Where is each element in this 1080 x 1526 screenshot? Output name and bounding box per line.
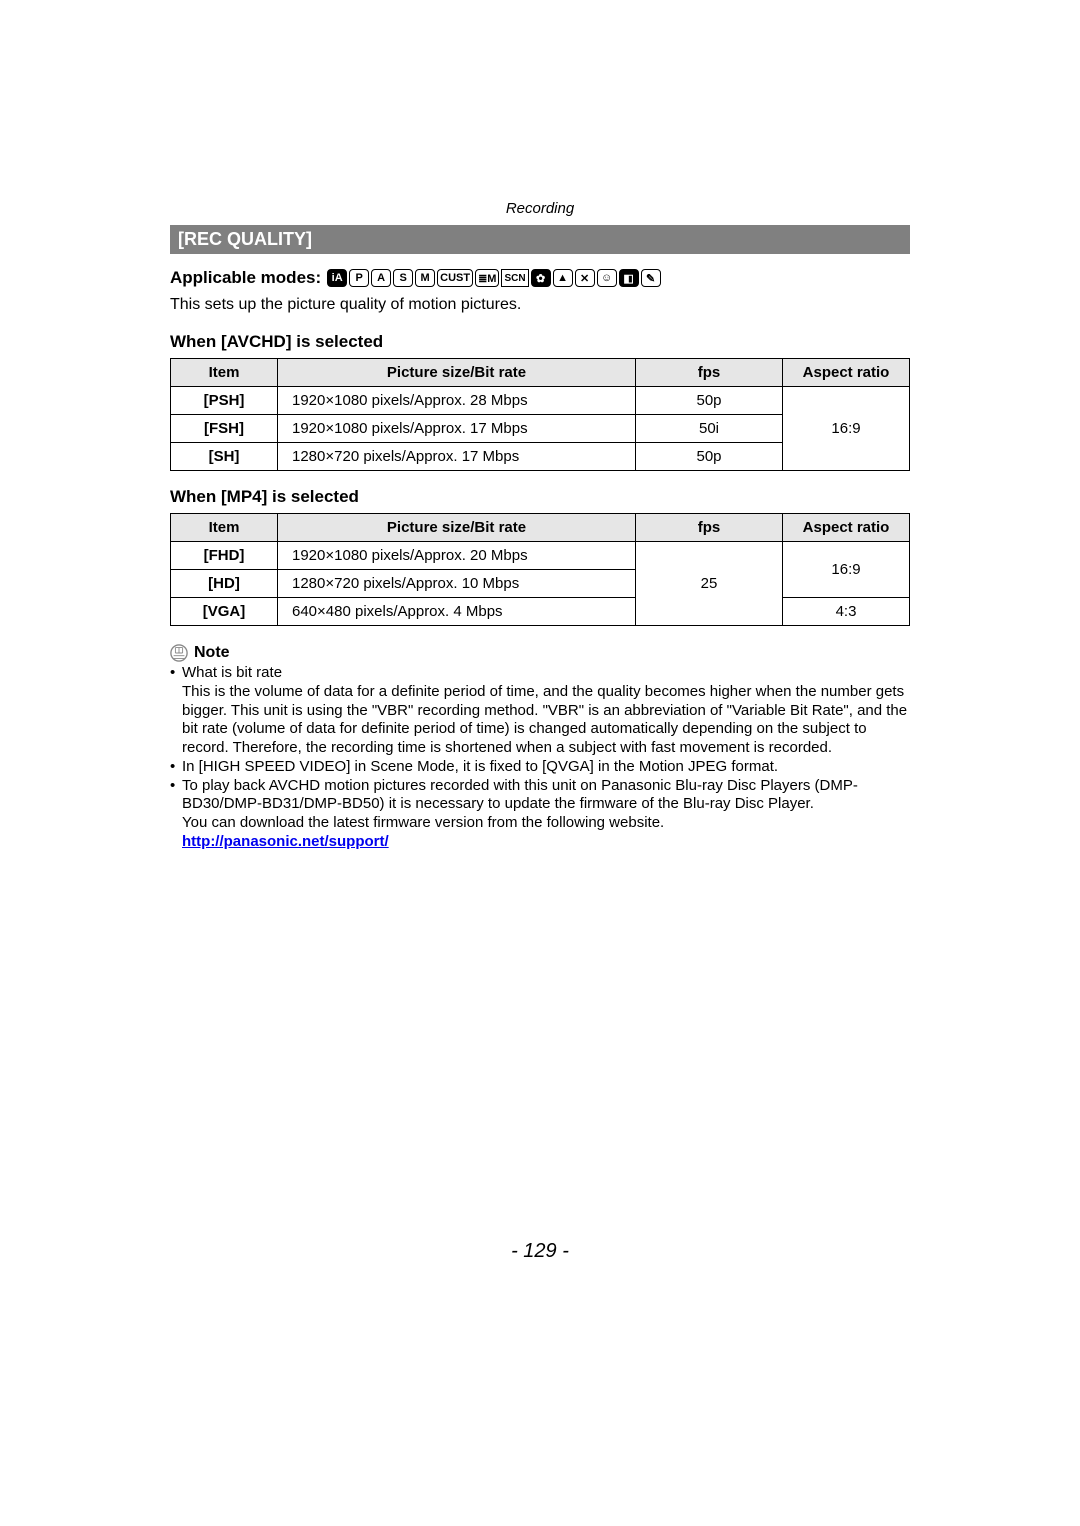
- mode-icon: ◧: [619, 269, 639, 287]
- applicable-modes-row: Applicable modes: iAPASMCUST≣MSCN✿▲✕☺◧✎: [170, 268, 910, 288]
- cell-fps: 50p: [636, 443, 783, 471]
- cell-item: [PSH]: [171, 387, 278, 415]
- mode-icon: ▲: [553, 269, 573, 287]
- avchd-heading: When [AVCHD] is selected: [170, 332, 910, 352]
- note-heading: Note: [170, 644, 910, 662]
- page-number: - 129 -: [0, 1240, 1080, 1263]
- mode-icon: M: [415, 269, 435, 287]
- col-aspect: Aspect ratio: [783, 514, 910, 542]
- cell-item: [VGA]: [171, 598, 278, 626]
- cell-pic: 1280×720 pixels/Approx. 17 Mbps: [278, 443, 636, 471]
- cell-item: [HD]: [171, 570, 278, 598]
- note-icon: [170, 644, 188, 662]
- note-label: Note: [194, 644, 230, 662]
- cell-pic: 1920×1080 pixels/Approx. 17 Mbps: [278, 415, 636, 443]
- note-bullet: To play back AVCHD motion pictures recor…: [170, 777, 910, 833]
- mode-icon: ✿: [531, 269, 551, 287]
- note-bullet: What is bit rate This is the volume of d…: [170, 664, 910, 758]
- mode-icon: S: [393, 269, 413, 287]
- bitrate-body: This is the volume of data for a definit…: [182, 683, 910, 758]
- col-item: Item: [171, 514, 278, 542]
- cell-pic: 1280×720 pixels/Approx. 10 Mbps: [278, 570, 636, 598]
- col-item: Item: [171, 359, 278, 387]
- cell-item: [SH]: [171, 443, 278, 471]
- col-aspect: Aspect ratio: [783, 359, 910, 387]
- mp4-table: Item Picture size/Bit rate fps Aspect ra…: [170, 513, 910, 626]
- cell-fps: 50i: [636, 415, 783, 443]
- cell-item: [FSH]: [171, 415, 278, 443]
- rec-quality-title: [REC QUALITY]: [170, 225, 910, 254]
- avchd-table: Item Picture size/Bit rate fps Aspect ra…: [170, 358, 910, 471]
- mode-icon: ☺: [597, 269, 617, 287]
- table-row: [PSH] 1920×1080 pixels/Approx. 28 Mbps 5…: [171, 387, 910, 415]
- cell-fps: 25: [636, 542, 783, 626]
- cell-item: [FHD]: [171, 542, 278, 570]
- note-bullet-text: What is bit rate: [182, 664, 282, 681]
- table-row: [VGA] 640×480 pixels/Approx. 4 Mbps 4:3: [171, 598, 910, 626]
- mode-icons-group: iAPASMCUST≣MSCN✿▲✕☺◧✎: [327, 269, 660, 287]
- mode-icon: P: [349, 269, 369, 287]
- cell-aspect: 16:9: [783, 542, 910, 598]
- applicable-modes-label: Applicable modes:: [170, 268, 321, 288]
- mode-icon: ✎: [641, 269, 661, 287]
- col-fps: fps: [636, 359, 783, 387]
- mode-icon: SCN: [501, 269, 528, 287]
- firmware-line: You can download the latest firmware ver…: [182, 814, 910, 833]
- cell-pic: 1920×1080 pixels/Approx. 20 Mbps: [278, 542, 636, 570]
- mode-icon: ≣M: [475, 269, 499, 287]
- cell-fps: 50p: [636, 387, 783, 415]
- col-picture: Picture size/Bit rate: [278, 359, 636, 387]
- mp4-heading: When [MP4] is selected: [170, 487, 910, 507]
- cell-pic: 1920×1080 pixels/Approx. 28 Mbps: [278, 387, 636, 415]
- col-picture: Picture size/Bit rate: [278, 514, 636, 542]
- mode-icon: A: [371, 269, 391, 287]
- cell-aspect: 4:3: [783, 598, 910, 626]
- table-row: [FHD] 1920×1080 pixels/Approx. 20 Mbps 2…: [171, 542, 910, 570]
- notes-list: What is bit rate This is the volume of d…: [170, 664, 910, 833]
- mode-icon: iA: [327, 269, 347, 287]
- note-bullet: In [HIGH SPEED VIDEO] in Scene Mode, it …: [170, 758, 910, 777]
- mode-icon: ✕: [575, 269, 595, 287]
- cell-aspect: 16:9: [783, 387, 910, 471]
- note-bullet-text: To play back AVCHD motion pictures recor…: [182, 777, 858, 813]
- col-fps: fps: [636, 514, 783, 542]
- section-label: Recording: [170, 200, 910, 217]
- intro-text: This sets up the picture quality of moti…: [170, 296, 910, 314]
- cell-pic: 640×480 pixels/Approx. 4 Mbps: [278, 598, 636, 626]
- mode-icon: CUST: [437, 269, 473, 287]
- support-link[interactable]: http://panasonic.net/support/: [170, 833, 910, 850]
